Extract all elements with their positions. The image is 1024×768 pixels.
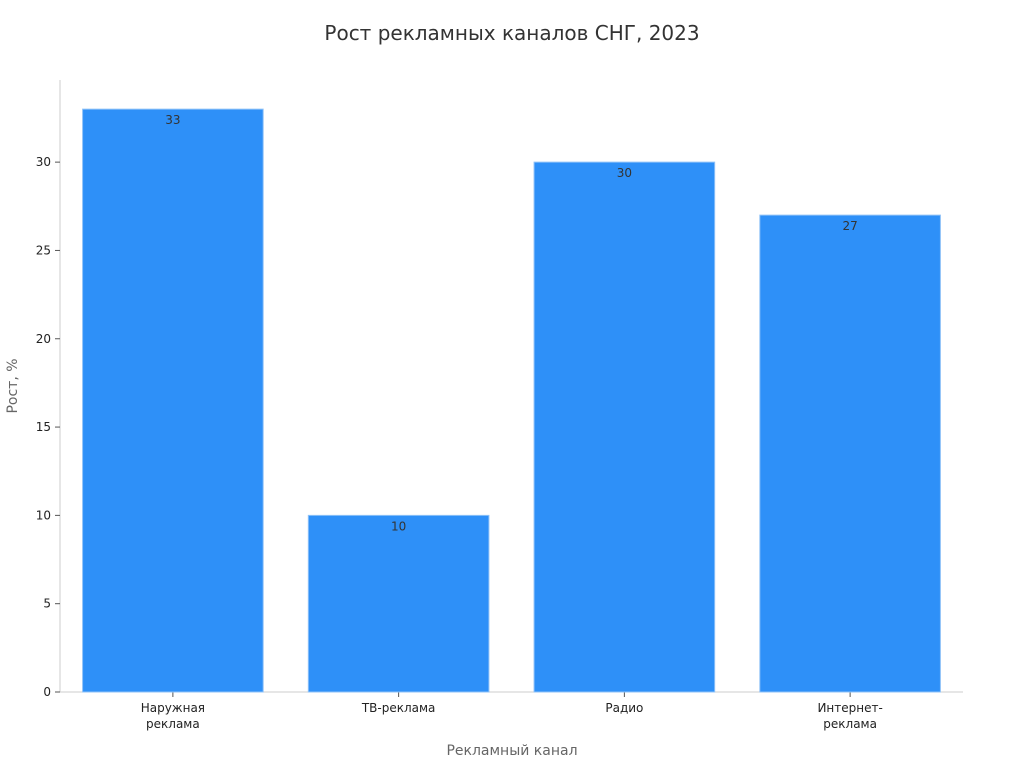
bar-value-label: 33 xyxy=(165,113,180,127)
x-tick-label-line: Интернет- xyxy=(817,701,882,715)
y-axis-label: Рост, % xyxy=(5,358,21,413)
x-tick-label: Радио xyxy=(605,701,643,715)
y-axis: 0 5 10 15 20 25 30 xyxy=(36,80,61,699)
y-tick-label: 20 xyxy=(36,332,51,346)
y-tick-label: 10 xyxy=(36,508,51,522)
bar xyxy=(82,108,264,693)
bar xyxy=(759,214,941,693)
bar-value-label: 27 xyxy=(842,219,857,233)
bar-series xyxy=(82,108,941,693)
x-tick-label-line: Радио xyxy=(605,701,643,715)
y-tick-label: 30 xyxy=(36,155,51,169)
bar-value-label: 10 xyxy=(391,519,406,533)
bar-value-label: 30 xyxy=(617,166,632,180)
y-tick-label: 15 xyxy=(36,420,51,434)
x-tick-label: ТВ-реклама xyxy=(361,701,436,715)
bar xyxy=(533,161,716,693)
y-tick-label: 0 xyxy=(43,685,51,699)
y-tick-label: 25 xyxy=(36,243,51,257)
x-tick-label: Интернет-реклама xyxy=(817,701,882,731)
x-tick-label-line: ТВ-реклама xyxy=(361,701,436,715)
chart-title: Рост рекламных каналов СНГ, 2023 xyxy=(324,21,699,45)
x-axis: Наружная реклама ТВ-реклама Радио Интернет-р… xyxy=(60,691,963,731)
x-tick-label-line: реклама xyxy=(823,717,877,731)
data-labels: 33 10 30 27 xyxy=(165,113,858,533)
x-tick-label-line: реклама xyxy=(146,717,200,731)
x-axis-label: Рекламный канал xyxy=(446,743,577,759)
bar xyxy=(307,514,490,693)
y-tick-label: 5 xyxy=(43,597,51,611)
x-tick-label-line: Наружная xyxy=(141,701,205,715)
x-tick-label: Наружная реклама xyxy=(141,701,205,731)
